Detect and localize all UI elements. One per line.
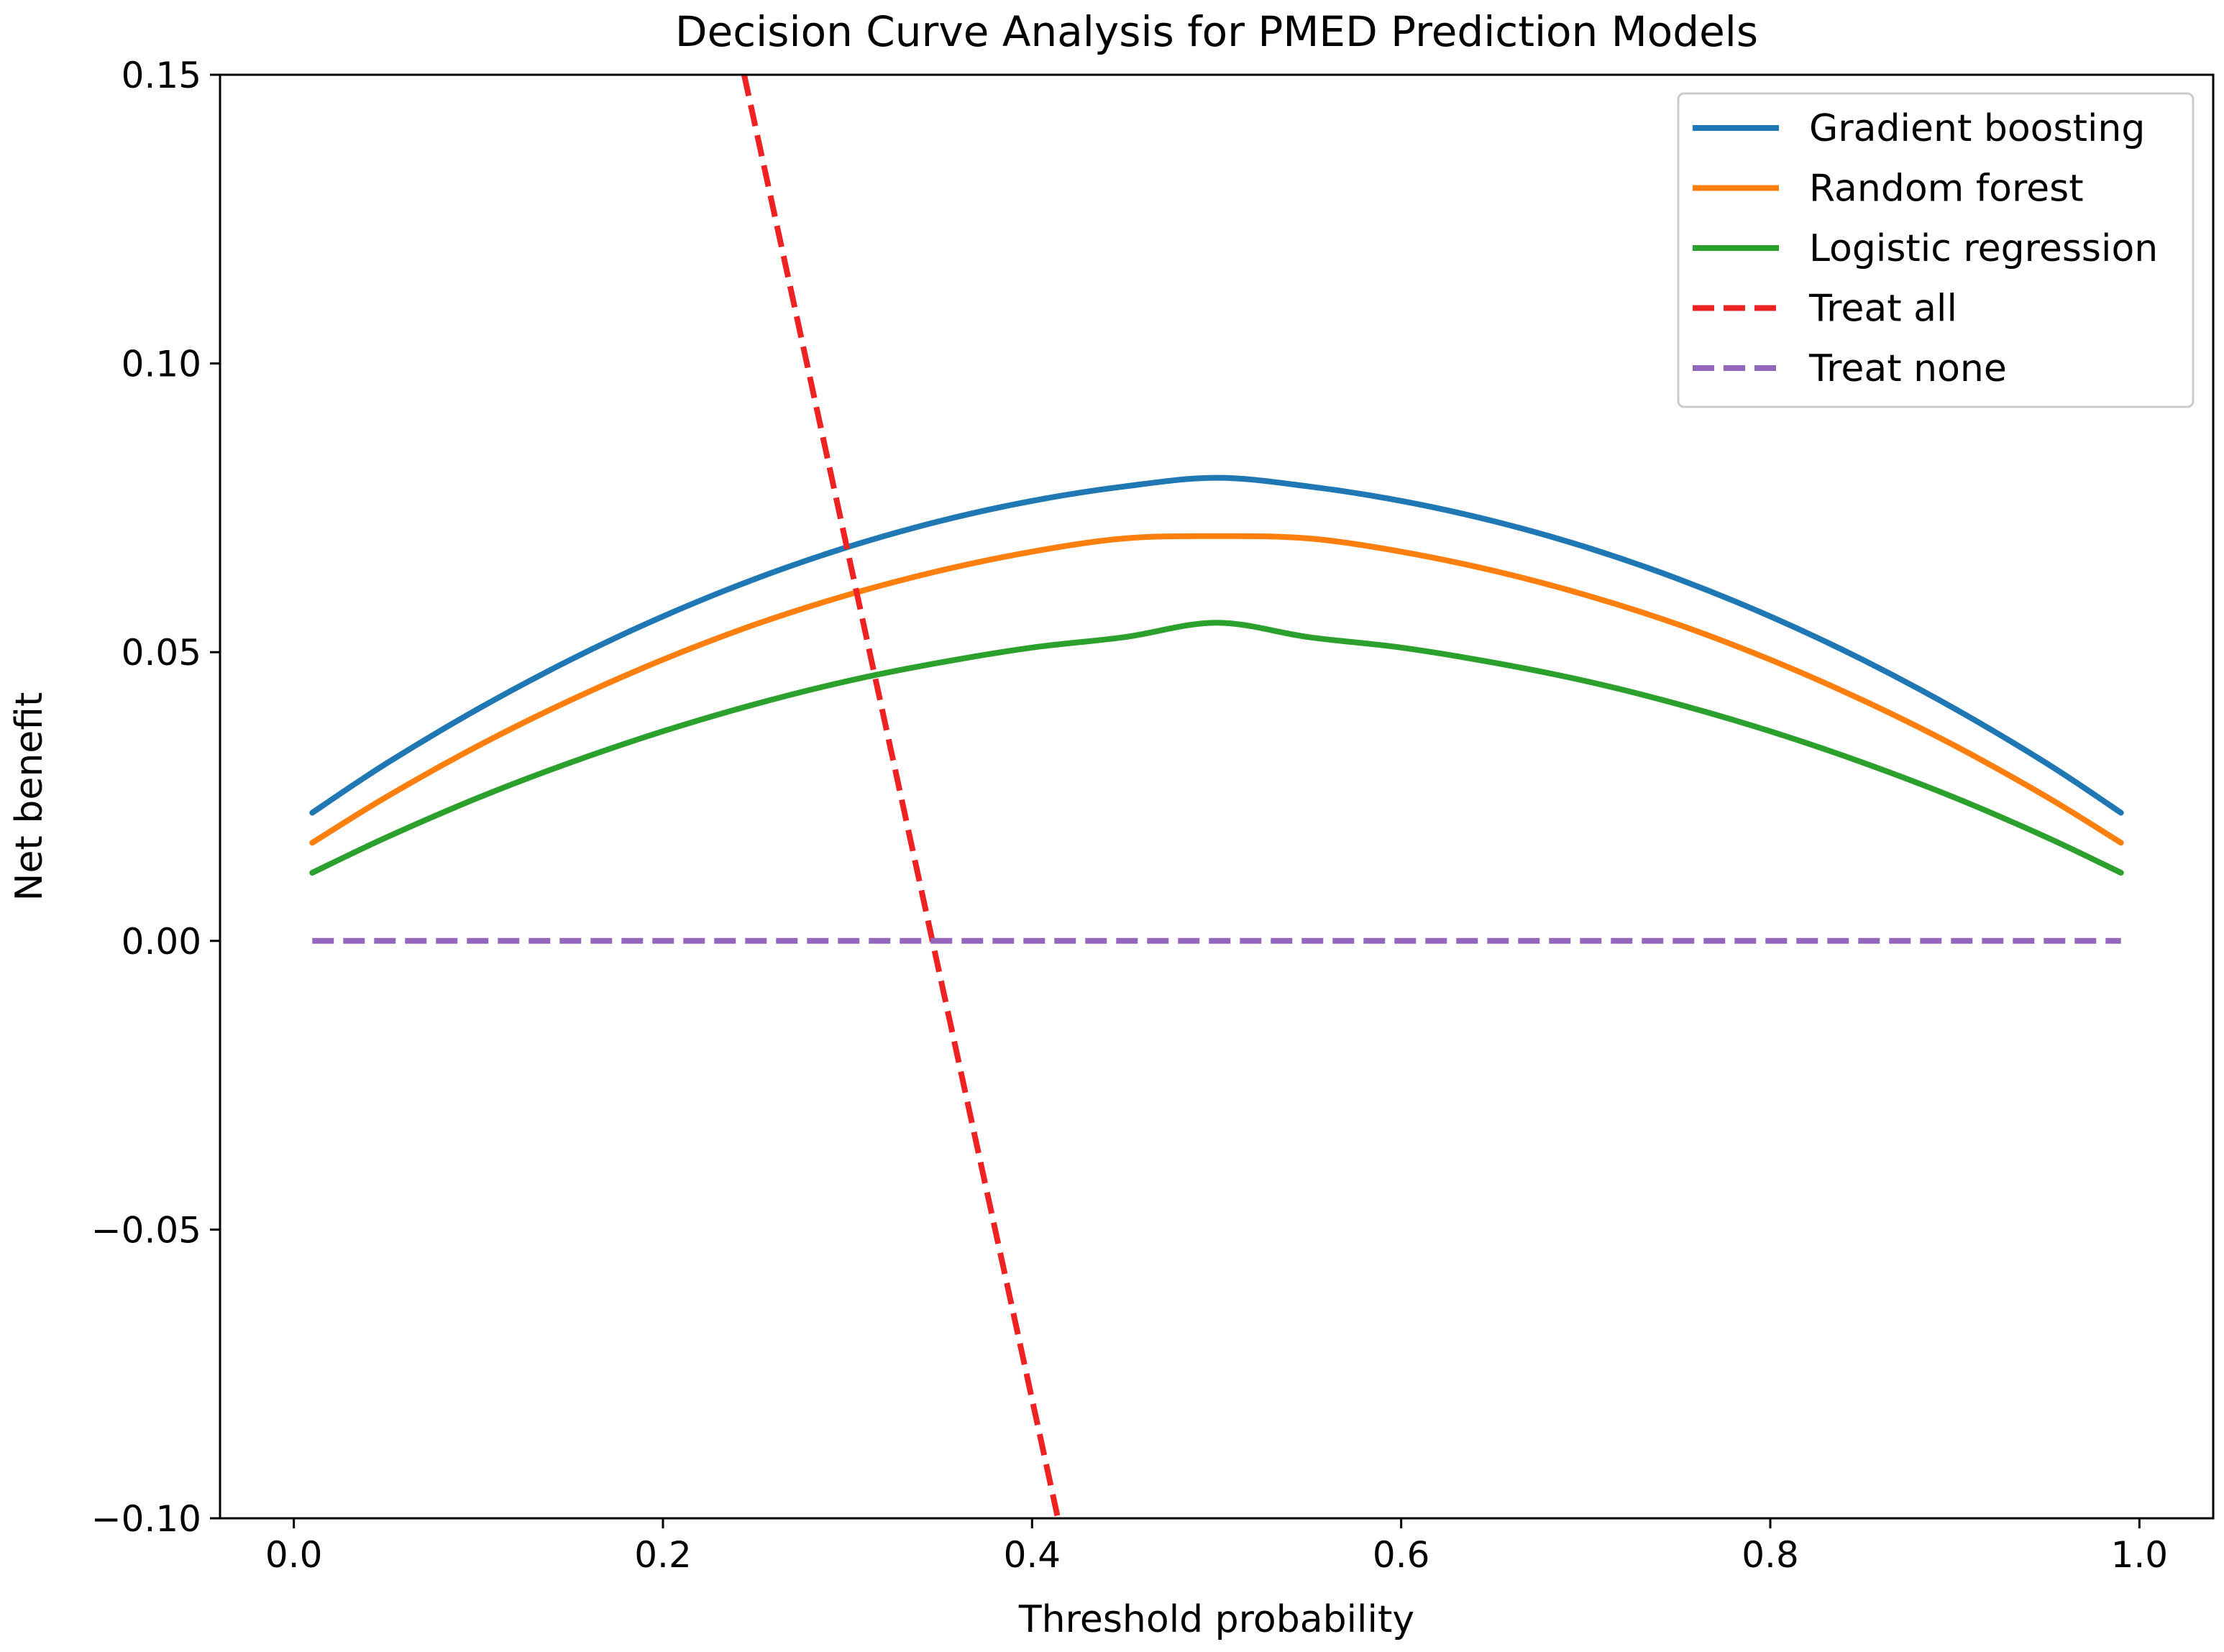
y-tick-label: −0.05 bbox=[91, 1209, 201, 1251]
x-tick-label: 0.4 bbox=[1004, 1534, 1061, 1576]
x-tick-label: 0.0 bbox=[265, 1534, 323, 1576]
legend-frame bbox=[1677, 92, 2195, 408]
x-axis-label: Threshold probability bbox=[1018, 1598, 1414, 1641]
x-axis-ticks: 0.0 0.2 0.4 0.6 0.8 1.0 bbox=[265, 1518, 2168, 1576]
y-tick-label: 0.15 bbox=[122, 55, 201, 96]
y-axis-label: Net benefit bbox=[8, 692, 51, 901]
x-tick-label: 0.2 bbox=[634, 1534, 692, 1576]
y-tick-label: 0.05 bbox=[122, 632, 201, 674]
plot-area-frame bbox=[219, 73, 2215, 1520]
y-axis-ticks: −0.10 −0.05 0.00 0.05 0.10 0.15 bbox=[91, 55, 220, 1540]
x-tick-label: 0.6 bbox=[1373, 1534, 1430, 1576]
x-tick-label: 1.0 bbox=[2111, 1534, 2169, 1576]
legend-label: Gradient boosting bbox=[1809, 107, 2145, 150]
series-layer bbox=[309, 75, 2124, 1518]
legend-label: Random forest bbox=[1809, 168, 2084, 211]
y-tick-label: −0.10 bbox=[91, 1498, 201, 1540]
legend: Gradient boosting Random forest Logistic r… bbox=[1677, 92, 2195, 408]
chart-title: Decision Curve Analysis for PMED Predict… bbox=[675, 7, 1758, 56]
legend-label: Treat none bbox=[1808, 347, 2007, 390]
series-line-logistic-regression bbox=[309, 620, 2124, 876]
legend-label: Treat all bbox=[1808, 288, 1957, 331]
y-tick-label: 0.10 bbox=[122, 344, 201, 385]
series-line-random-forest bbox=[309, 533, 2124, 846]
y-tick-label: 0.00 bbox=[122, 921, 201, 963]
series-line-gradient-boosting bbox=[309, 474, 2124, 816]
x-tick-label: 0.8 bbox=[1742, 1534, 1799, 1576]
legend-label: Logistic regression bbox=[1809, 227, 2158, 270]
